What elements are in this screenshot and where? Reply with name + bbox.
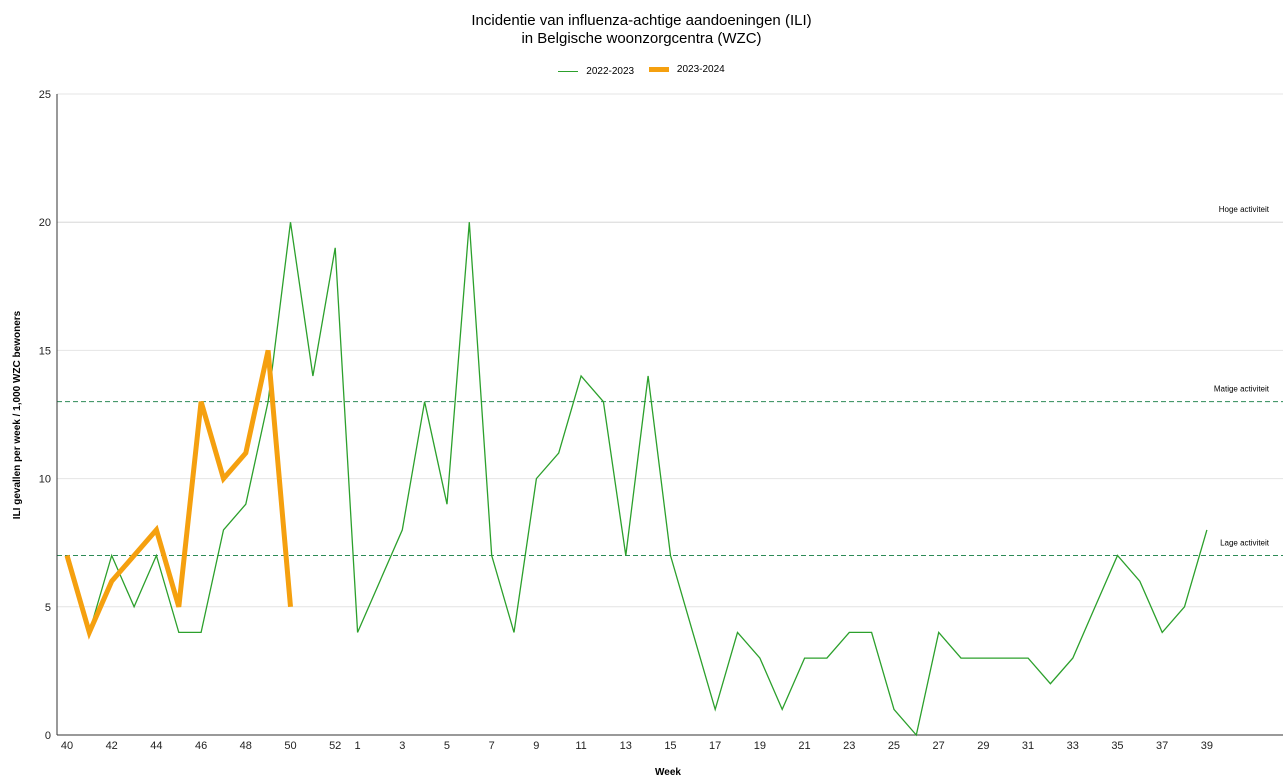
x-tick-label: 52 xyxy=(329,740,341,752)
x-tick-label: 25 xyxy=(888,740,900,752)
x-tick-label: 44 xyxy=(150,740,162,752)
x-tick-label: 15 xyxy=(664,740,676,752)
reference-line-label: Hoge activiteit xyxy=(1219,205,1270,214)
y-tick-label: 0 xyxy=(45,730,51,742)
reference-lines: Hoge activiteit Matige activiteit Lage act… xyxy=(57,205,1283,557)
legend-label-2022-2023: 2022-2023 xyxy=(586,66,635,77)
series-lines xyxy=(64,222,1208,737)
x-tick-label: 31 xyxy=(1022,740,1034,752)
x-tick-label: 50 xyxy=(284,740,296,752)
series-line-2023-2024 xyxy=(64,349,293,640)
x-tick-label: 5 xyxy=(444,740,450,752)
y-tick-label: 20 xyxy=(39,217,51,229)
chart-title-line-2: in Belgische woonzorgcentra (WZC) xyxy=(521,30,762,47)
x-tick-label: 33 xyxy=(1067,740,1079,752)
reference-line-label: Matige activiteit xyxy=(1214,385,1270,394)
y-tick-label: 5 xyxy=(45,602,51,614)
x-tick-label: 42 xyxy=(106,740,118,752)
series-line-2022-2023 xyxy=(66,222,1208,737)
x-tick-label: 1 xyxy=(354,740,360,752)
x-axis-title: Week xyxy=(655,767,681,777)
legend-label-2023-2024: 2023-2024 xyxy=(676,64,725,75)
x-tick-label: 48 xyxy=(240,740,252,752)
x-tick-label: 39 xyxy=(1201,740,1213,752)
x-tick-label: 21 xyxy=(798,740,810,752)
y-tick-label: 25 xyxy=(39,89,51,101)
x-tick-label: 29 xyxy=(977,740,989,752)
x-tick-label: 13 xyxy=(620,740,632,752)
legend-swatch-2023-2024 xyxy=(648,67,669,72)
legend-item-2022-2023[interactable]: 2022-2023 xyxy=(558,66,634,77)
x-tick-label: 11 xyxy=(575,740,586,752)
y-tick-label: 15 xyxy=(39,345,51,357)
chart-legend: 2022-2023 2023-2024 xyxy=(0,64,1283,77)
x-tick-label: 17 xyxy=(709,740,721,752)
x-tick-label: 9 xyxy=(533,740,539,752)
legend-swatch-2022-2023 xyxy=(558,71,579,72)
x-tick-label: 40 xyxy=(61,740,73,752)
y-tick-label: 10 xyxy=(39,474,51,486)
x-tick-label: 19 xyxy=(754,740,766,752)
x-tick-label: 37 xyxy=(1156,740,1168,752)
gridlines xyxy=(57,93,1283,608)
x-tick-label: 35 xyxy=(1111,740,1123,752)
chart-title-line-1: Incidentie van influenza-achtige aandoen… xyxy=(471,12,812,29)
x-tick-label: 3 xyxy=(399,740,405,752)
x-tick-label: 7 xyxy=(489,740,495,752)
chart-title: Incidentie van influenza-achtige aandoen… xyxy=(0,12,1283,48)
x-tick-label: 27 xyxy=(933,740,945,752)
reference-line-label: Lage activiteit xyxy=(1220,539,1270,548)
y-axis-title: ILI gevallen per week / 1,000 WZC bewone… xyxy=(12,310,23,519)
x-tick-label: 23 xyxy=(843,740,855,752)
legend-item-2023-2024[interactable]: 2023-2024 xyxy=(648,64,725,75)
x-tick-label: 46 xyxy=(195,740,207,752)
